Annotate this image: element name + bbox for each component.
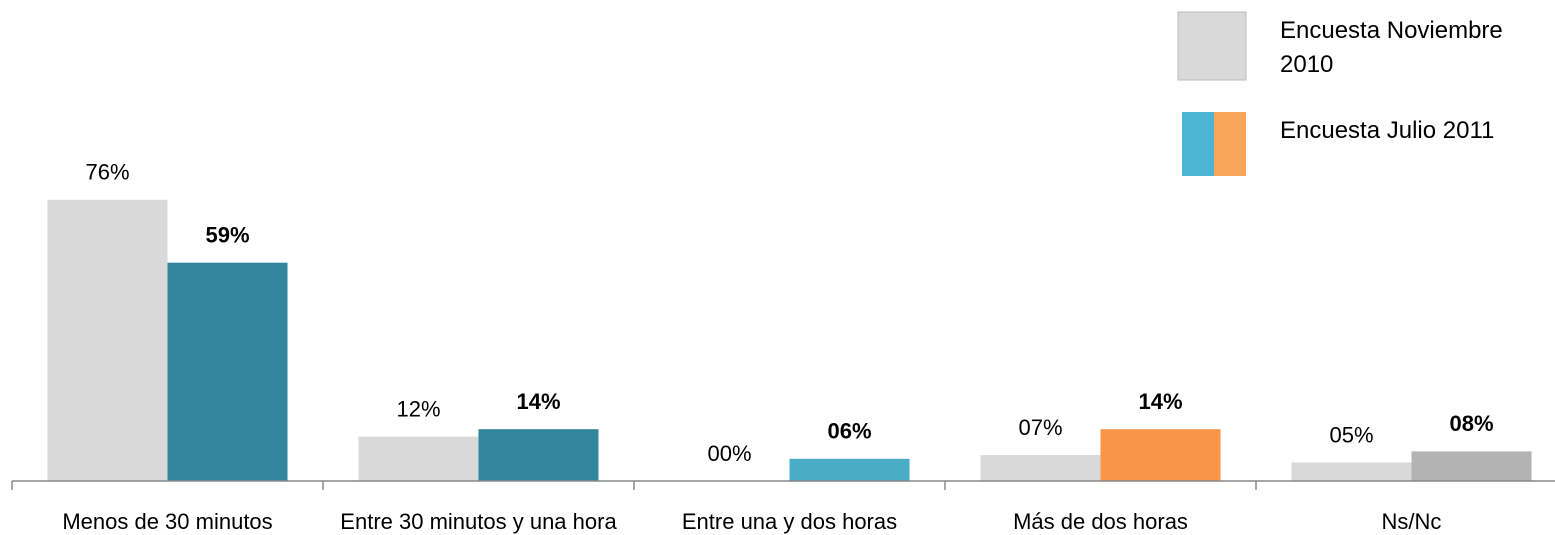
bar — [167, 262, 288, 481]
legend-swatch — [1214, 112, 1246, 176]
value-label: 59% — [205, 223, 249, 248]
x-tick-label: Ns/Nc — [1382, 509, 1442, 534]
bar — [478, 429, 599, 481]
bar — [1100, 429, 1221, 481]
bar — [980, 455, 1101, 481]
legend-label: Encuesta Julio 2011 — [1280, 117, 1495, 144]
value-label: 00% — [707, 441, 751, 466]
bar — [1291, 462, 1412, 481]
legend-swatch — [1182, 112, 1214, 176]
bar — [789, 458, 910, 481]
value-label: 08% — [1449, 411, 1493, 436]
legend-swatch — [1177, 11, 1247, 81]
x-tick-label: Entre una y dos horas — [682, 509, 897, 534]
x-tick-label: Más de dos horas — [1013, 509, 1188, 534]
value-label: 12% — [396, 396, 440, 421]
bar — [358, 436, 479, 481]
legend-label: Encuesta Noviembre 2010 — [1280, 17, 1503, 78]
value-label: 14% — [516, 389, 560, 414]
bar — [47, 199, 168, 482]
value-label: 05% — [1329, 422, 1373, 447]
value-label: 14% — [1138, 389, 1182, 414]
x-tick-label: Entre 30 minutos y una hora — [340, 509, 617, 534]
value-label: 07% — [1018, 415, 1062, 440]
value-label: 06% — [827, 419, 871, 444]
value-label: 76% — [85, 160, 129, 185]
bar — [1411, 451, 1532, 481]
x-tick-label: Menos de 30 minutos — [62, 509, 272, 534]
